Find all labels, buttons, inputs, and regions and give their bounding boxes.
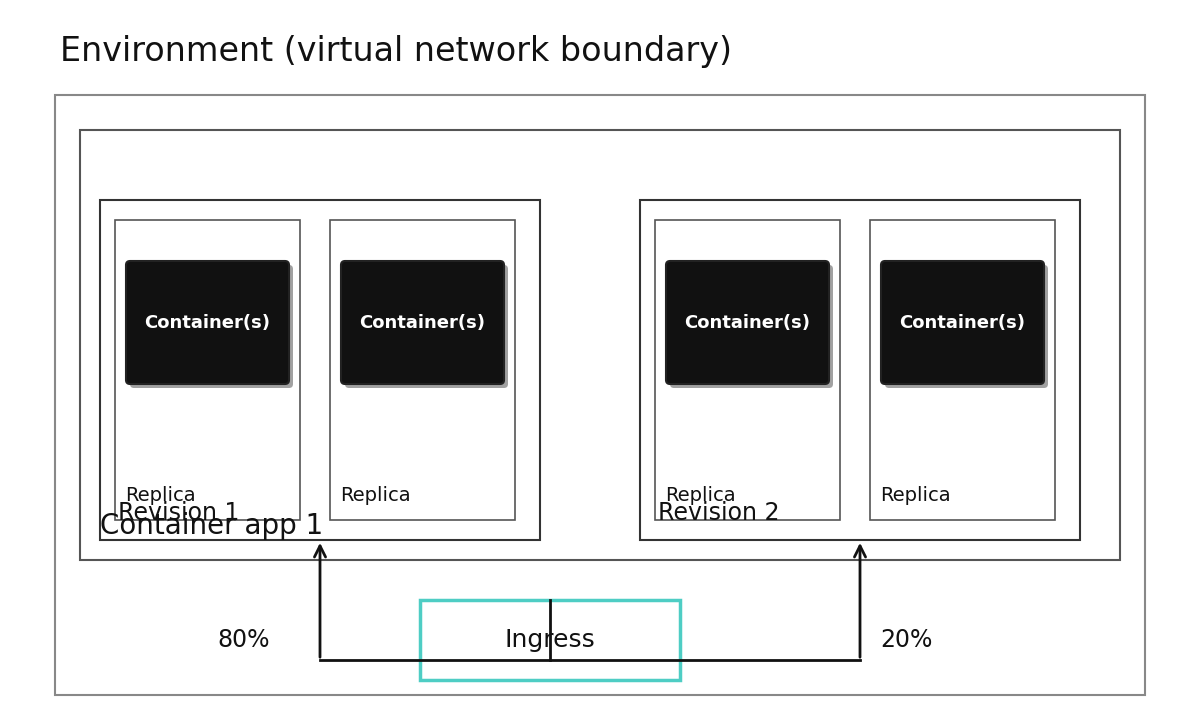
Bar: [55, 95, 1145, 695]
Bar: [115, 220, 300, 520]
Bar: [80, 130, 1120, 560]
FancyBboxPatch shape: [341, 261, 504, 384]
Text: Revision 1: Revision 1: [118, 501, 239, 525]
Text: Replica: Replica: [340, 486, 410, 505]
Bar: [870, 220, 1055, 520]
Text: Environment (virtual network boundary): Environment (virtual network boundary): [60, 35, 732, 68]
Bar: [420, 600, 680, 680]
Text: Container(s): Container(s): [900, 314, 1026, 332]
Text: 20%: 20%: [880, 628, 932, 652]
FancyBboxPatch shape: [886, 265, 1048, 388]
FancyBboxPatch shape: [666, 261, 829, 384]
FancyBboxPatch shape: [881, 261, 1044, 384]
Text: Replica: Replica: [880, 486, 950, 505]
Text: Container(s): Container(s): [360, 314, 486, 332]
Bar: [100, 200, 540, 540]
Text: Container(s): Container(s): [684, 314, 810, 332]
Text: Replica: Replica: [665, 486, 736, 505]
FancyBboxPatch shape: [670, 265, 833, 388]
Text: 80%: 80%: [217, 628, 270, 652]
Bar: [655, 220, 840, 520]
Text: Replica: Replica: [125, 486, 196, 505]
Bar: [330, 220, 515, 520]
FancyBboxPatch shape: [126, 261, 289, 384]
Text: Container app 1: Container app 1: [100, 512, 323, 540]
FancyBboxPatch shape: [130, 265, 293, 388]
Text: Container(s): Container(s): [144, 314, 270, 332]
Bar: [640, 200, 1080, 540]
Text: Ingress: Ingress: [505, 628, 595, 652]
FancyBboxPatch shape: [346, 265, 508, 388]
Text: Revision 2: Revision 2: [658, 501, 780, 525]
